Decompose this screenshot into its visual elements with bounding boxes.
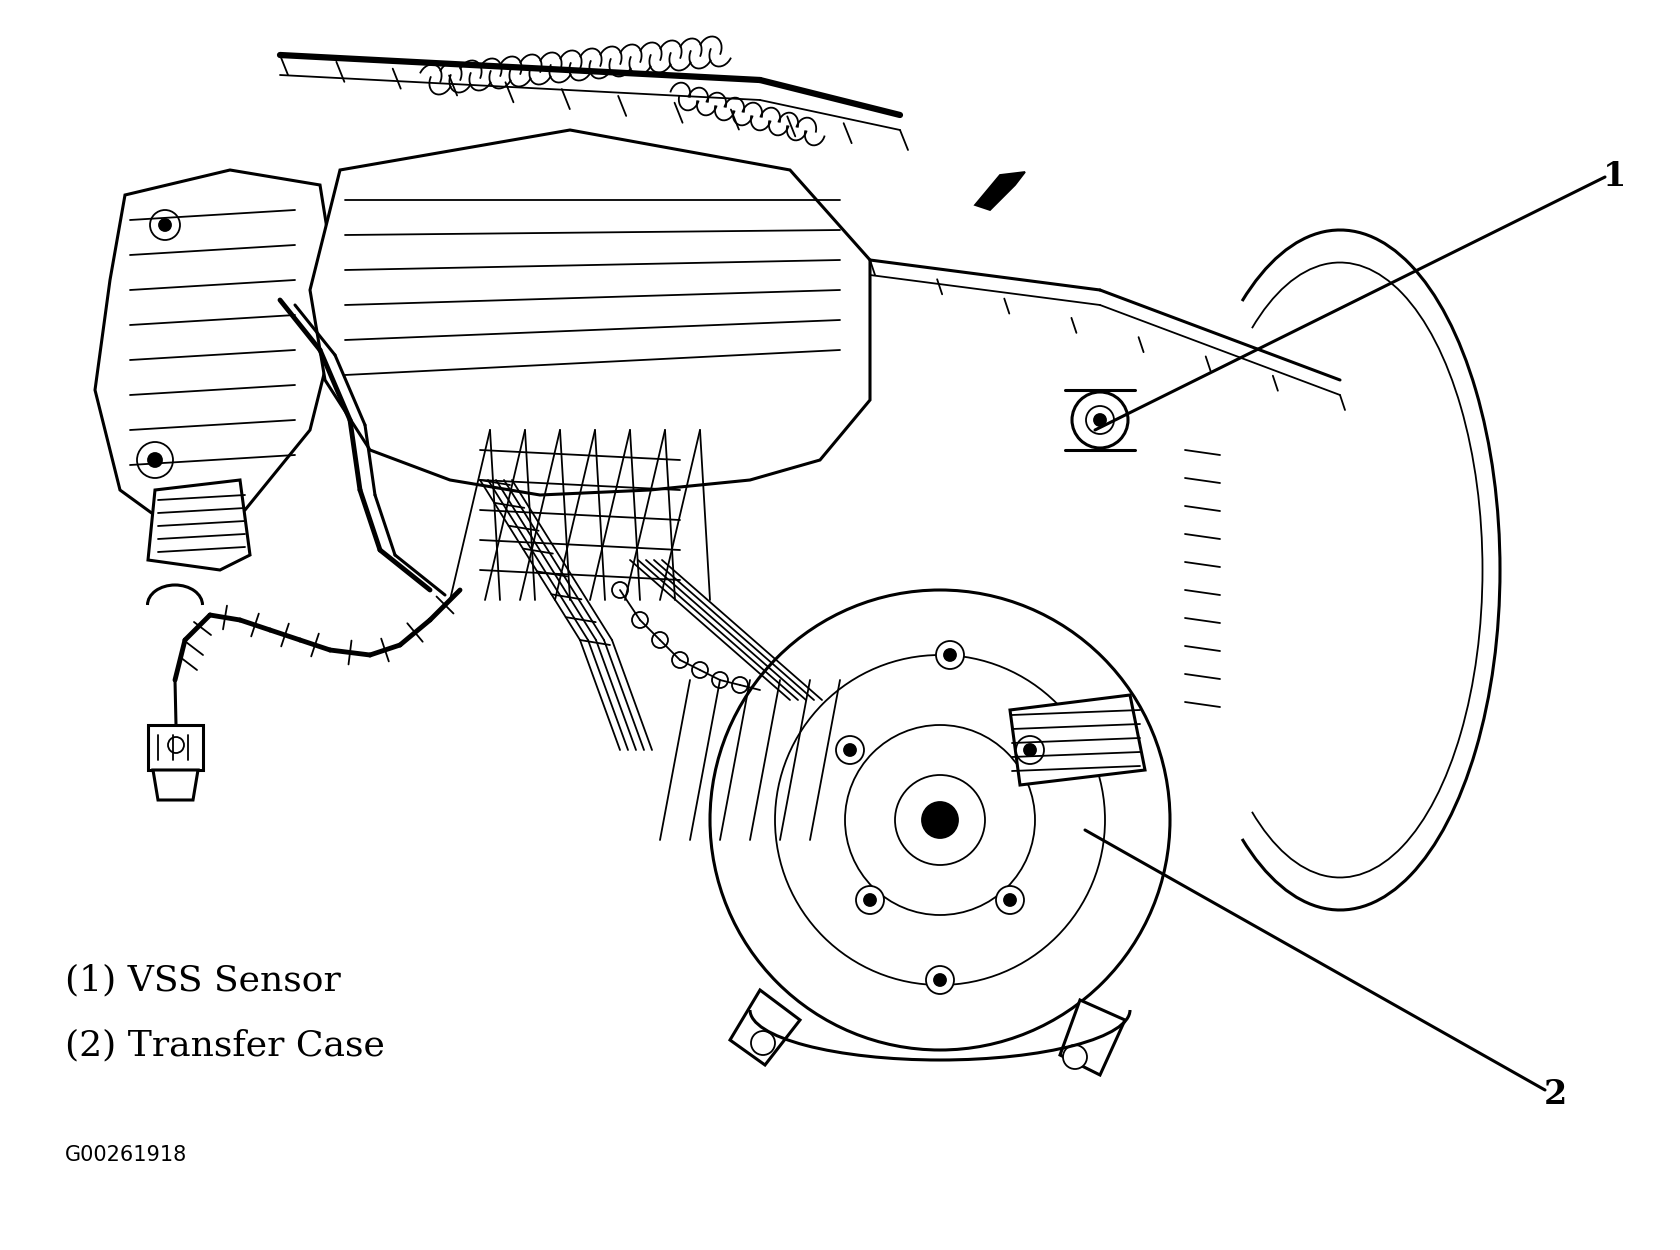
Circle shape: [652, 632, 667, 648]
Circle shape: [751, 1031, 774, 1055]
Polygon shape: [148, 480, 250, 570]
Circle shape: [632, 612, 647, 628]
Circle shape: [926, 966, 954, 994]
Circle shape: [672, 652, 687, 668]
Circle shape: [835, 736, 864, 764]
Text: 1: 1: [1603, 160, 1626, 194]
Circle shape: [934, 974, 946, 986]
Polygon shape: [148, 725, 203, 770]
Circle shape: [894, 775, 984, 865]
Circle shape: [150, 210, 180, 240]
Circle shape: [1085, 406, 1114, 434]
Polygon shape: [153, 770, 198, 800]
Circle shape: [1062, 1045, 1087, 1069]
Text: (1) VSS Sensor: (1) VSS Sensor: [66, 962, 341, 998]
Circle shape: [731, 678, 748, 692]
Circle shape: [996, 886, 1023, 914]
Circle shape: [864, 894, 875, 906]
Polygon shape: [974, 173, 1025, 210]
Circle shape: [1072, 392, 1127, 448]
Circle shape: [936, 641, 963, 669]
Text: (2) Transfer Case: (2) Transfer Case: [66, 1028, 385, 1062]
Polygon shape: [1060, 1000, 1124, 1075]
Circle shape: [855, 886, 884, 914]
Circle shape: [136, 442, 173, 478]
Circle shape: [774, 655, 1104, 985]
Circle shape: [148, 452, 161, 468]
Circle shape: [709, 590, 1169, 1050]
Circle shape: [944, 649, 956, 661]
Polygon shape: [729, 990, 800, 1065]
Circle shape: [921, 802, 958, 838]
Polygon shape: [309, 130, 870, 495]
Circle shape: [1023, 744, 1035, 756]
Circle shape: [692, 662, 707, 678]
Circle shape: [612, 582, 628, 598]
Circle shape: [168, 738, 183, 752]
Circle shape: [712, 672, 727, 688]
Circle shape: [1003, 894, 1015, 906]
Text: 2: 2: [1542, 1079, 1566, 1111]
Circle shape: [1094, 414, 1105, 426]
Circle shape: [843, 744, 855, 756]
Circle shape: [160, 219, 171, 231]
Text: G00261918: G00261918: [66, 1145, 186, 1165]
Polygon shape: [1010, 695, 1144, 785]
Polygon shape: [96, 170, 339, 530]
Circle shape: [845, 725, 1035, 915]
Circle shape: [1015, 736, 1043, 764]
